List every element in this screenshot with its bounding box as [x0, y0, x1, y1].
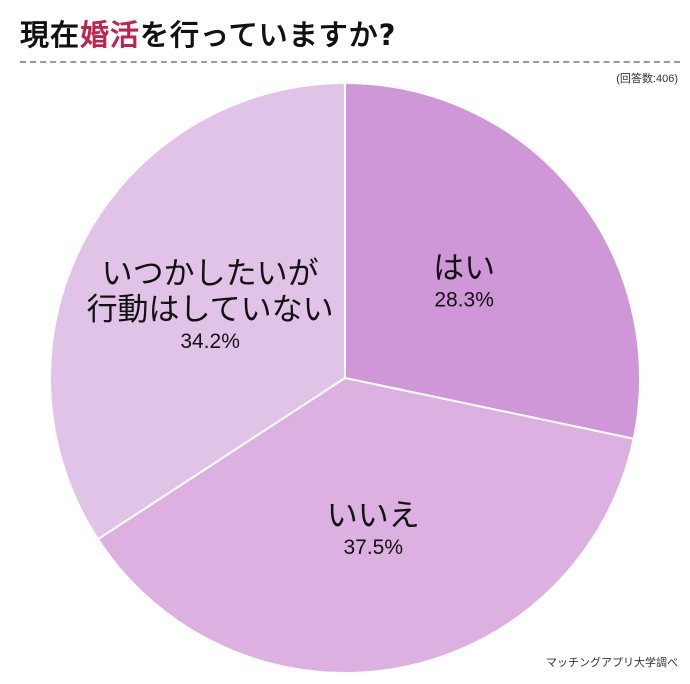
- title-prefix: 現在: [20, 18, 81, 52]
- slice-label-1-0: いいえ: [327, 498, 420, 534]
- pie-slice-0: [344, 81, 641, 440]
- source-credit: マッチングアプリ大学調べ: [546, 656, 678, 669]
- respondent-count: (回答数:406): [616, 73, 678, 85]
- slice-percent-0: 28.3%: [434, 288, 494, 311]
- slice-percent-2: 34.2%: [180, 330, 240, 353]
- pie-slice-1: [96, 376, 635, 674]
- slice-label-2-1: 行動はしていない: [87, 292, 334, 328]
- pie-slice-2: [49, 81, 346, 541]
- chart-title: 現在婚活を行っていますか?: [20, 12, 396, 54]
- title-divider: [20, 61, 680, 63]
- slice-label-0-0: はい: [433, 250, 495, 286]
- title-accent: 婚活: [80, 18, 141, 52]
- slice-percent-1: 37.5%: [343, 536, 403, 559]
- title-suffix: を行っていますか?: [140, 18, 397, 52]
- slice-label-2-0: いつかしたいが: [102, 256, 319, 292]
